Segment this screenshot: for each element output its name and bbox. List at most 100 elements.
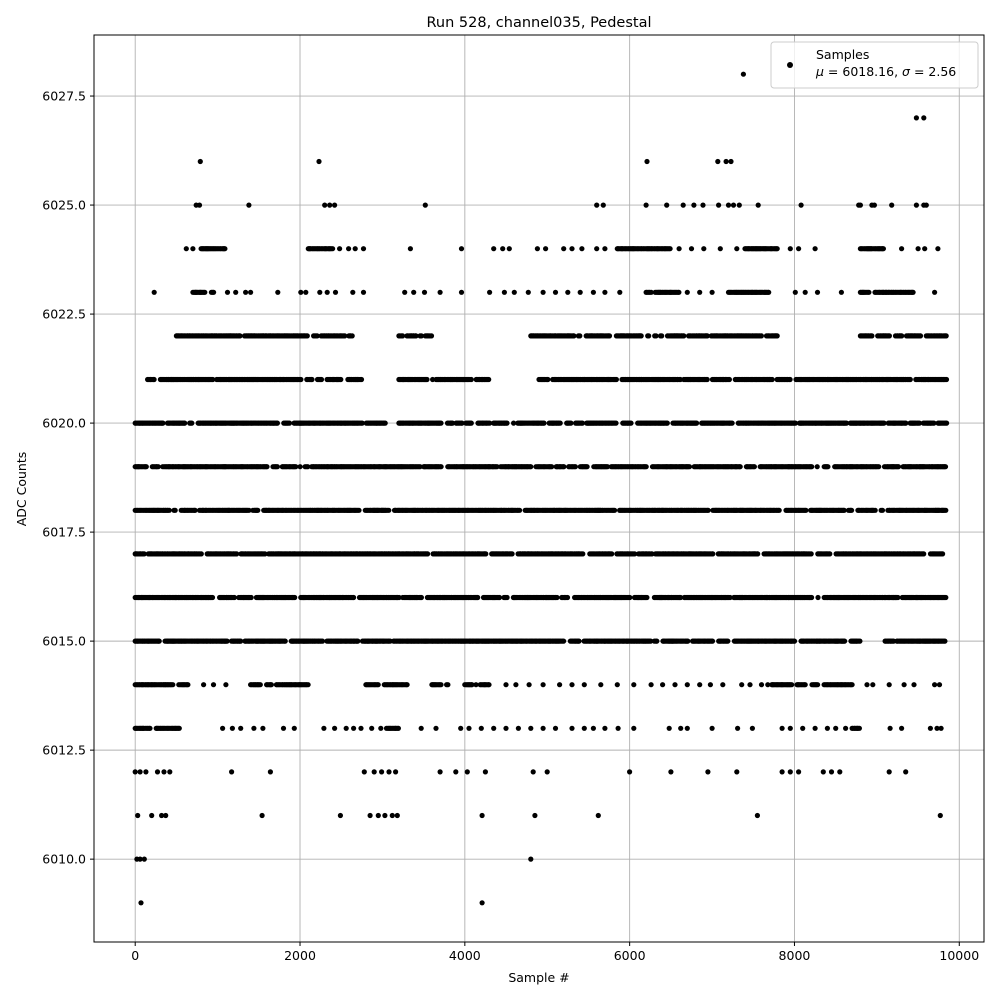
data-point — [751, 464, 758, 470]
data-point — [483, 551, 489, 557]
grid-lines — [94, 35, 984, 942]
data-point — [172, 507, 178, 513]
data-point — [755, 551, 761, 557]
data-point — [809, 464, 815, 470]
data-point — [729, 420, 735, 426]
data-point — [705, 507, 711, 513]
data-point — [517, 507, 523, 513]
data-point — [438, 420, 444, 426]
data-point — [704, 376, 710, 383]
data-point — [842, 638, 848, 644]
data-point — [351, 594, 357, 601]
data-point — [709, 638, 716, 644]
data-point — [606, 333, 613, 339]
data-point — [356, 507, 362, 513]
data-point — [545, 376, 551, 383]
data-point — [612, 507, 618, 513]
data-point — [568, 420, 574, 426]
data-point — [787, 376, 793, 383]
data-point — [627, 594, 633, 601]
data-point — [549, 464, 555, 470]
data-point — [557, 420, 563, 426]
data-point — [681, 333, 687, 339]
data-point — [613, 420, 619, 426]
data-point — [686, 464, 693, 470]
data-point — [857, 638, 863, 644]
data-point — [942, 464, 949, 470]
data-point — [143, 464, 149, 470]
data-point — [769, 376, 775, 383]
data-point — [189, 420, 195, 426]
data-point — [504, 594, 510, 601]
data-point — [710, 551, 716, 557]
data-point — [694, 420, 700, 426]
data-point — [685, 638, 691, 644]
data-point — [528, 464, 534, 470]
data-point — [156, 638, 162, 644]
data-point — [541, 420, 547, 426]
data-point — [286, 420, 293, 426]
data-point — [814, 464, 820, 470]
data-point — [274, 420, 280, 426]
data-point — [561, 464, 567, 470]
data-point — [654, 638, 660, 644]
data-point — [355, 638, 361, 644]
data-point — [653, 333, 659, 339]
data-point — [428, 333, 435, 339]
data-point — [293, 464, 299, 470]
data-point — [849, 507, 855, 513]
data-point — [584, 464, 590, 470]
data-point — [182, 420, 188, 426]
data-point — [318, 376, 325, 383]
data-point — [577, 333, 583, 339]
data-points — [132, 71, 950, 906]
data-point — [943, 376, 950, 383]
data-point — [638, 333, 644, 339]
data-point — [231, 594, 237, 601]
data-point — [425, 551, 431, 557]
data-point — [879, 507, 886, 513]
data-point — [349, 333, 355, 339]
data-point — [224, 638, 230, 644]
data-point — [209, 594, 216, 601]
data-point — [396, 594, 402, 601]
data-point — [151, 376, 157, 383]
data-point — [166, 507, 172, 513]
data-point — [907, 376, 913, 383]
data-point — [486, 376, 492, 383]
data-point — [659, 333, 665, 339]
data-point — [643, 464, 649, 470]
data-point — [468, 420, 474, 426]
data-point — [309, 376, 315, 383]
data-point — [246, 507, 252, 513]
data-point — [678, 594, 684, 601]
data-point — [298, 376, 304, 383]
data-point — [921, 551, 927, 557]
data-point — [248, 594, 254, 601]
data-point — [815, 594, 821, 601]
data-point — [496, 594, 503, 601]
data-point — [319, 638, 326, 644]
data-point — [580, 551, 586, 557]
data-point — [561, 638, 567, 644]
data-point — [895, 594, 901, 601]
data-point — [632, 551, 638, 557]
data-point — [628, 420, 634, 426]
data-point — [841, 507, 847, 513]
data-point — [297, 464, 303, 470]
data-point — [943, 594, 949, 601]
data-point — [791, 638, 798, 644]
data-point — [282, 638, 288, 644]
data-point — [234, 551, 240, 557]
chart-title: Run 528, channel035, Pedestal — [426, 15, 651, 31]
data-point — [944, 420, 950, 426]
data-point — [198, 551, 204, 557]
data-point — [895, 464, 902, 470]
data-point — [609, 551, 615, 557]
data-point — [237, 333, 243, 339]
data-point — [338, 376, 344, 383]
data-point — [386, 507, 392, 513]
data-point — [646, 333, 652, 339]
data-point — [827, 551, 833, 557]
